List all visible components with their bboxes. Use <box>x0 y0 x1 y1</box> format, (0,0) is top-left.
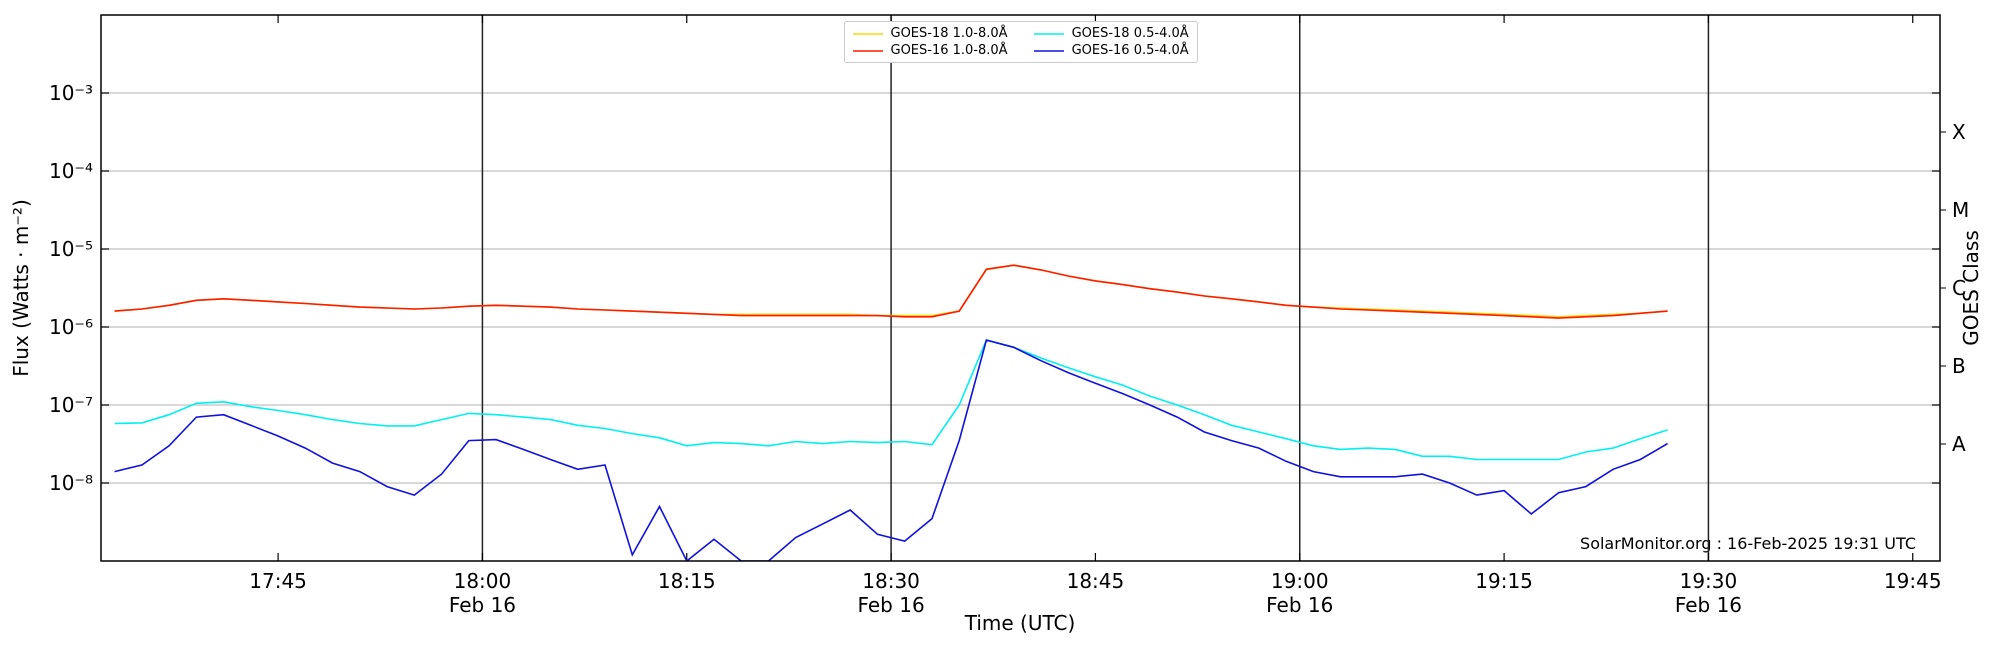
plot-frame <box>100 14 1941 562</box>
x-tick-label: 19:00 Feb 16 <box>1266 569 1334 617</box>
x-tick-label: 19:45 <box>1883 569 1942 593</box>
x-tick-label: 18:30 Feb 16 <box>857 569 925 617</box>
legend-entry: GOES-18 0.5-4.0Å <box>1033 26 1189 41</box>
series-line <box>114 264 1668 319</box>
y2-tick-label: B <box>1952 354 1966 378</box>
legend-label: GOES-16 0.5-4.0Å <box>1071 43 1189 58</box>
legend-entry: GOES-16 1.0-8.0Å <box>852 43 1008 58</box>
x-axis-label: Time (UTC) <box>964 611 1076 635</box>
x-tick-label: 18:15 <box>657 569 716 593</box>
legend-swatch <box>1033 32 1064 35</box>
x-tick-label: 19:15 <box>1475 569 1533 593</box>
x-tick-label: 18:00 Feb 16 <box>448 569 517 617</box>
x-tick-label: 19:30 Feb 16 <box>1674 569 1743 617</box>
legend-swatch <box>1033 49 1064 52</box>
legend-swatch <box>852 49 883 52</box>
y-tick-label: 10⁻⁴ <box>49 159 93 183</box>
y2-tick-label: X <box>1952 120 1966 144</box>
legend-label: GOES-18 0.5-4.0Å <box>1071 26 1189 41</box>
y-tick-label: 10⁻⁸ <box>49 471 93 495</box>
x-tick-label: 18:45 <box>1066 569 1125 593</box>
series-line <box>114 339 1669 561</box>
series-line <box>114 339 1668 461</box>
y-tick-label: 10⁻⁷ <box>49 393 93 417</box>
y-tick-label: 10⁻⁶ <box>49 315 93 339</box>
y-axis-label: Flux (Watts · m⁻²) <box>9 199 33 377</box>
legend-label: GOES-18 1.0-8.0Å <box>890 26 1008 41</box>
y2-tick-label: C <box>1952 276 1966 300</box>
legend: GOES-18 1.0-8.0Å GOES-16 1.0-8.0Å GOES-18 … <box>843 21 1198 63</box>
y-tick-label: 10⁻⁵ <box>49 237 93 261</box>
y2-tick-label: A <box>1952 432 1966 456</box>
legend-swatch <box>852 32 883 35</box>
legend-entry: GOES-18 1.0-8.0Å <box>852 26 1008 41</box>
legend-entry: GOES-16 0.5-4.0Å <box>1033 43 1189 58</box>
y2-axis-label: GOES Class <box>1959 230 1983 346</box>
y-tick-label: 10⁻³ <box>49 81 93 105</box>
legend-label: GOES-16 1.0-8.0Å <box>890 43 1008 58</box>
y2-tick-label: M <box>1952 198 1969 222</box>
x-tick-label: 17:45 <box>249 569 307 593</box>
annotation: SolarMonitor.org : 16-Feb-2025 19:31 UTC <box>1580 534 1916 553</box>
